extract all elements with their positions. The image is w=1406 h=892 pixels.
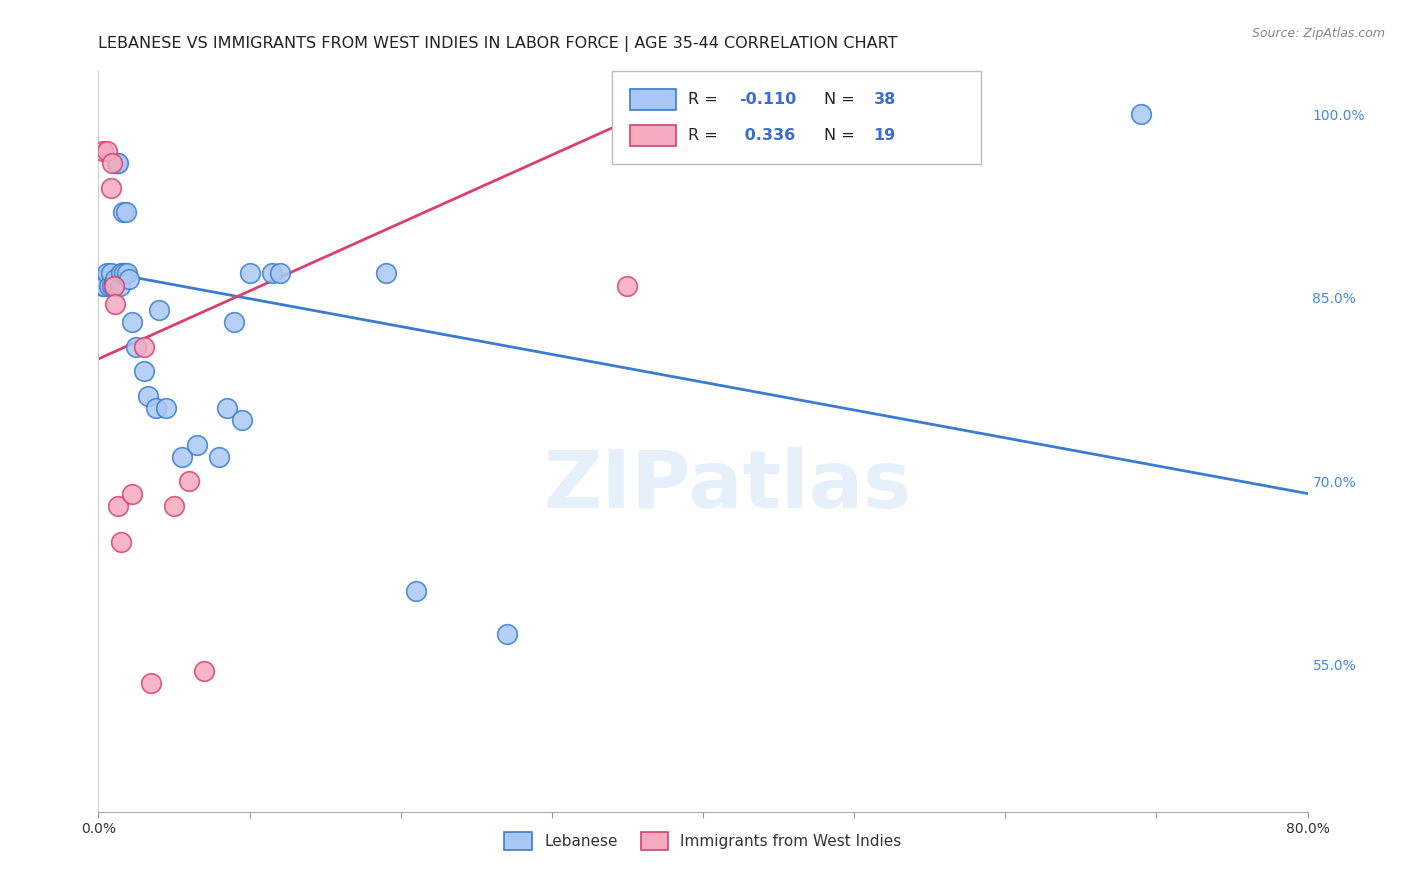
Point bbox=[616, 278, 638, 293]
Point bbox=[100, 266, 122, 280]
Point bbox=[374, 266, 396, 280]
Text: LEBANESE VS IMMIGRANTS FROM WEST INDIES IN LABOR FORCE | AGE 35-44 CORRELATION C: LEBANESE VS IMMIGRANTS FROM WEST INDIES … bbox=[98, 36, 898, 52]
Point bbox=[141, 676, 163, 690]
Point bbox=[155, 401, 177, 415]
Point bbox=[91, 144, 114, 158]
Point bbox=[98, 278, 121, 293]
Text: ZIPatlas: ZIPatlas bbox=[543, 447, 911, 525]
Point bbox=[108, 278, 131, 293]
Text: 38: 38 bbox=[873, 92, 896, 107]
Point bbox=[239, 266, 262, 280]
Point bbox=[145, 401, 167, 415]
Text: -0.110: -0.110 bbox=[740, 92, 797, 107]
Point bbox=[132, 364, 155, 378]
Point bbox=[121, 315, 143, 329]
Point bbox=[186, 437, 208, 451]
Point bbox=[91, 278, 114, 293]
Point bbox=[148, 303, 170, 318]
Point bbox=[96, 144, 118, 158]
Point bbox=[111, 205, 134, 219]
Point bbox=[115, 266, 138, 280]
Point bbox=[125, 340, 148, 354]
Bar bbox=[630, 126, 676, 146]
Point bbox=[231, 413, 253, 427]
Text: Source: ZipAtlas.com: Source: ZipAtlas.com bbox=[1251, 27, 1385, 40]
Text: 0.336: 0.336 bbox=[740, 128, 796, 144]
Point bbox=[163, 499, 186, 513]
Point bbox=[179, 475, 201, 489]
FancyBboxPatch shape bbox=[613, 71, 981, 164]
Text: N =: N = bbox=[824, 128, 860, 144]
Point bbox=[495, 627, 517, 641]
Point bbox=[121, 486, 143, 500]
Point bbox=[114, 205, 136, 219]
Point bbox=[103, 278, 125, 293]
Point bbox=[193, 664, 215, 678]
Point bbox=[112, 266, 135, 280]
Point bbox=[103, 278, 125, 293]
Legend: Lebanese, Immigrants from West Indies: Lebanese, Immigrants from West Indies bbox=[498, 826, 908, 856]
Point bbox=[96, 266, 118, 280]
Point bbox=[1130, 107, 1153, 121]
Point bbox=[405, 584, 427, 599]
Point bbox=[100, 180, 122, 194]
Text: 19: 19 bbox=[873, 128, 896, 144]
Point bbox=[93, 278, 115, 293]
Point bbox=[110, 535, 132, 549]
Point bbox=[107, 156, 129, 170]
Point bbox=[262, 266, 284, 280]
Point bbox=[101, 278, 124, 293]
Point bbox=[136, 389, 159, 403]
Bar bbox=[630, 89, 676, 110]
Point bbox=[104, 272, 127, 286]
Text: R =: R = bbox=[689, 128, 723, 144]
Point bbox=[269, 266, 291, 280]
Point bbox=[208, 450, 231, 464]
Point bbox=[110, 266, 132, 280]
Point bbox=[215, 401, 238, 415]
Point bbox=[118, 272, 141, 286]
Point bbox=[107, 499, 129, 513]
Point bbox=[104, 297, 127, 311]
Point bbox=[105, 156, 128, 170]
Point bbox=[103, 276, 125, 290]
Text: R =: R = bbox=[689, 92, 723, 107]
Point bbox=[101, 156, 124, 170]
Point bbox=[170, 450, 193, 464]
Point bbox=[132, 340, 155, 354]
Text: N =: N = bbox=[824, 92, 860, 107]
Point bbox=[224, 315, 246, 329]
